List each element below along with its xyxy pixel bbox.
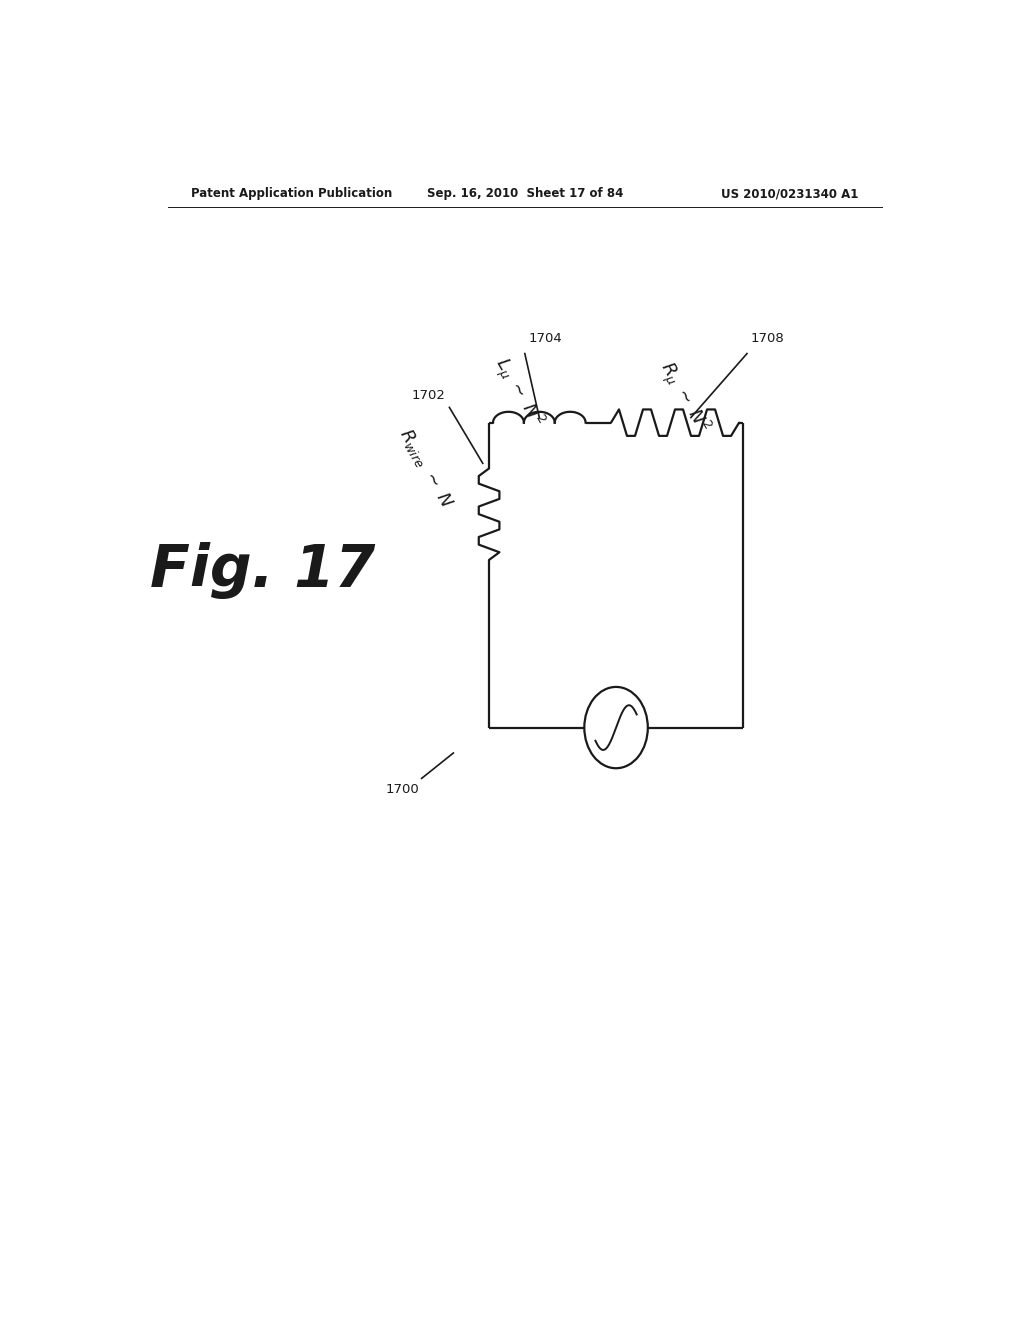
Text: 1704: 1704: [528, 333, 562, 346]
Text: Fig. 17: Fig. 17: [151, 541, 376, 598]
Text: Patent Application Publication: Patent Application Publication: [191, 187, 393, 201]
Text: 1702: 1702: [412, 389, 445, 403]
Text: 1708: 1708: [751, 333, 784, 346]
Text: $\mathit{R}_{wire}\ \sim\ \mathit{N}$: $\mathit{R}_{wire}\ \sim\ \mathit{N}$: [395, 425, 457, 512]
Text: US 2010/0231340 A1: US 2010/0231340 A1: [721, 187, 858, 201]
Text: 1700: 1700: [385, 784, 419, 796]
Text: $\mathit{L}_{\mu}\ \sim\ \mathit{N}^{2}$: $\mathit{L}_{\mu}\ \sim\ \mathit{N}^{2}$: [488, 352, 549, 432]
Text: Sep. 16, 2010  Sheet 17 of 84: Sep. 16, 2010 Sheet 17 of 84: [427, 187, 623, 201]
Text: $\mathit{R}_{\mu}\ \sim\ \mathit{N}^{2}$: $\mathit{R}_{\mu}\ \sim\ \mathit{N}^{2}$: [652, 356, 715, 438]
